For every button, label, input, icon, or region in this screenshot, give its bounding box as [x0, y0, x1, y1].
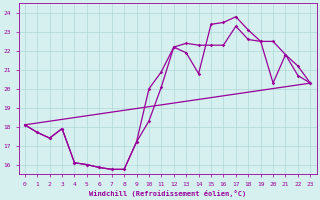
X-axis label: Windchill (Refroidissement éolien,°C): Windchill (Refroidissement éolien,°C) [89, 190, 246, 197]
